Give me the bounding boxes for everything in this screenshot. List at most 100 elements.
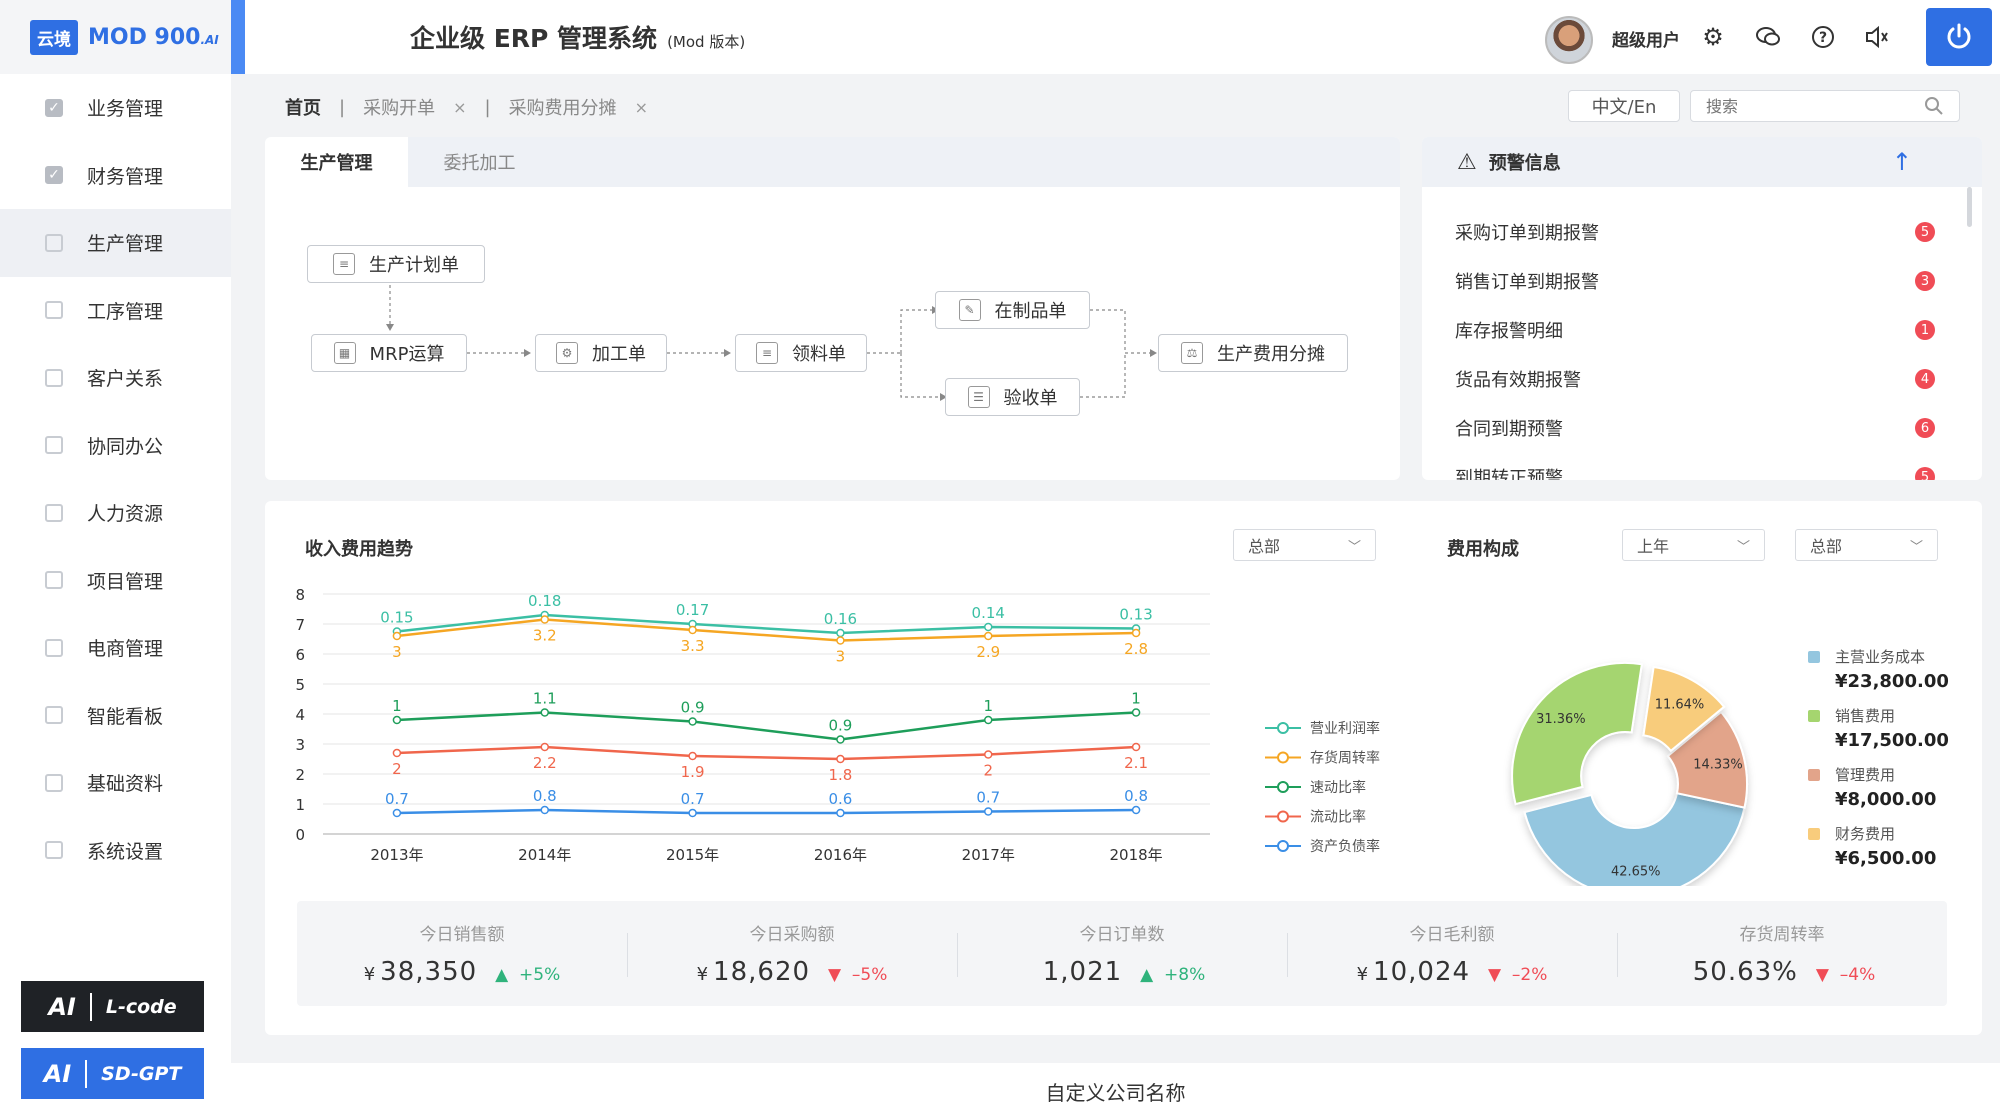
sidebar-item-6[interactable]: 人力资源 [0, 479, 231, 547]
data-point [688, 625, 697, 635]
sidebar-item-4[interactable]: 客户关系 [0, 344, 231, 412]
collapse-up-icon[interactable]: ↑ [1891, 148, 1912, 176]
alert-label: 货品有效期报警 [1455, 370, 1581, 391]
username[interactable]: 超级用户 [1612, 31, 1680, 51]
top-header: 企业级 ERP 管理系统 (Mod 版本) 超级用户 ⚙ ? [245, 0, 2000, 74]
data-label: 0.9 [828, 717, 852, 735]
alert-count-badge: 6 [1915, 418, 1935, 438]
alert-count-badge: 5 [1915, 467, 1935, 480]
ai-lcode-button[interactable]: AI L-code [21, 981, 204, 1032]
sidebar-item-7[interactable]: 项目管理 [0, 547, 231, 615]
close-icon[interactable]: × [453, 97, 467, 117]
kpi-strip: 今日销售额 ¥38,350 ▲ +5% 今日采购额 ¥18,620 ▼ –5% 今日订单数 1… [297, 901, 1947, 1006]
search-icon[interactable] [1924, 96, 1944, 116]
cost-org-select[interactable]: 总部 ﹀ [1795, 529, 1938, 561]
checkbox-icon[interactable] [45, 773, 63, 792]
cost-period-select[interactable]: 上年 ﹀ [1622, 529, 1765, 561]
y-tick-label: 5 [295, 676, 305, 694]
trend-up-icon: ▲ [495, 965, 509, 985]
kpi-value: 50.63% [1692, 957, 1798, 987]
sidebar-item-0[interactable]: ✓ 业务管理 [0, 74, 231, 142]
ai-sdgpt-button[interactable]: AI SD-GPT [21, 1048, 204, 1099]
sidebar-item-2[interactable]: 生产管理 [0, 209, 231, 277]
page-tabs: 首页 | 采购开单 × | 采购费用分摊 × [285, 94, 648, 120]
trend-org-select[interactable]: 总部 ﹀ [1233, 529, 1376, 561]
checkbox-icon[interactable] [45, 233, 63, 252]
sidebar-item-9[interactable]: 智能看板 [0, 682, 231, 750]
trend-chart-title: 收入费用趋势 [305, 539, 413, 560]
checkbox-icon[interactable] [45, 503, 63, 522]
alert-item[interactable]: 销售订单到期报警 3 [1455, 268, 1935, 294]
sidebar-item-label: 基础资料 [87, 773, 164, 796]
checkbox-icon[interactable] [45, 436, 63, 455]
alert-item[interactable]: 到期转正预警 5 [1455, 464, 1935, 480]
sidebar-item-1[interactable]: ✓ 财务管理 [0, 142, 231, 210]
alert-item[interactable]: 库存报警明细 1 [1455, 317, 1935, 343]
data-label: 0.16 [824, 610, 857, 628]
legend-marker [1277, 751, 1289, 764]
language-toggle[interactable]: 中文/En [1568, 90, 1680, 122]
app-logo[interactable]: 云境 MOD 900.AI [0, 0, 245, 74]
data-point [836, 808, 845, 818]
data-label: 0.8 [533, 787, 557, 805]
kpi-label: 今日毛利额 [1409, 925, 1495, 945]
search-input[interactable] [1706, 96, 1906, 116]
tab-separator: | [339, 96, 346, 118]
checkbox-icon[interactable] [45, 368, 63, 387]
sidebar-item-8[interactable]: 电商管理 [0, 614, 231, 682]
data-label: 2.8 [1124, 640, 1148, 658]
sidebar-item-10[interactable]: 基础资料 [0, 749, 231, 817]
sound-icon[interactable] [1862, 22, 1892, 52]
checkbox-icon[interactable] [45, 571, 63, 590]
flow-node-acceptance[interactable]: ☰ 验收单 [945, 378, 1080, 416]
flow-node-material-requisition[interactable]: ≡ 领料单 [735, 334, 867, 372]
tab-home[interactable]: 首页 [285, 98, 321, 119]
kpi-label: 今日订单数 [1079, 925, 1165, 945]
flow-node-mrp[interactable]: ▦ MRP运算 [311, 334, 467, 372]
data-point [392, 631, 402, 641]
close-icon[interactable]: × [634, 97, 648, 117]
scrollbar[interactable] [1967, 187, 1972, 227]
series-line-4 [396, 808, 1137, 815]
sidebar-item-5[interactable]: 协同办公 [0, 412, 231, 480]
y-tick-label: 7 [295, 616, 305, 634]
sidebar-item-3[interactable]: 工序管理 [0, 277, 231, 345]
sidebar-toggle[interactable] [231, 0, 245, 74]
alert-item[interactable]: 货品有效期报警 4 [1455, 366, 1935, 392]
data-label: 3 [392, 643, 402, 661]
kpi-label: 今日销售额 [419, 925, 505, 945]
checkbox-checked-icon[interactable]: ✓ [45, 98, 63, 117]
edit-icon: ✎ [958, 299, 981, 321]
search-box[interactable] [1690, 90, 1960, 122]
tab-outsourcing[interactable]: 委托加工 [443, 153, 516, 174]
legend-label: 资产负债率 [1310, 838, 1380, 855]
chat-icon[interactable] [1753, 22, 1783, 52]
divider [85, 1059, 88, 1088]
flow-node-process-order[interactable]: ⚙ 加工单 [535, 334, 667, 372]
avatar[interactable] [1545, 16, 1593, 64]
alert-item[interactable]: 合同到期预警 6 [1455, 415, 1935, 441]
data-label: 2 [983, 762, 993, 780]
checkbox-icon[interactable] [45, 841, 63, 860]
help-icon[interactable]: ? [1808, 22, 1838, 52]
chevron-down-icon: ﹀ [1909, 539, 1923, 555]
kpi-card: 今日订单数 1,021 ▲ +8% [957, 901, 1287, 1006]
series-line-2 [396, 711, 1137, 741]
tab-production[interactable]: 生产管理 [265, 137, 408, 187]
sidebar-item-11[interactable]: 系统设置 [0, 817, 231, 885]
checkbox-icon[interactable] [45, 638, 63, 657]
flow-node-cost-allocation[interactable]: ⚖ 生产费用分摊 [1158, 334, 1348, 372]
data-label: 1 [1131, 690, 1141, 708]
kpi-value: ¥38,350 [363, 957, 478, 987]
flow-node-wip[interactable]: ✎ 在制品单 [935, 291, 1090, 329]
data-point [984, 622, 993, 632]
tab-purchase-order[interactable]: 采购开单 [363, 98, 436, 119]
checkbox-icon[interactable] [45, 301, 63, 320]
tab-purchase-cost[interactable]: 采购费用分摊 [508, 98, 617, 119]
power-icon[interactable] [1926, 8, 1992, 66]
alert-item[interactable]: 采购订单到期报警 5 [1455, 219, 1935, 245]
checkbox-icon[interactable] [45, 706, 63, 725]
gear-icon[interactable]: ⚙ [1702, 23, 1724, 51]
checkbox-checked-icon[interactable]: ✓ [45, 166, 63, 185]
flow-node-production-plan[interactable]: ≡ 生产计划单 [307, 245, 485, 283]
